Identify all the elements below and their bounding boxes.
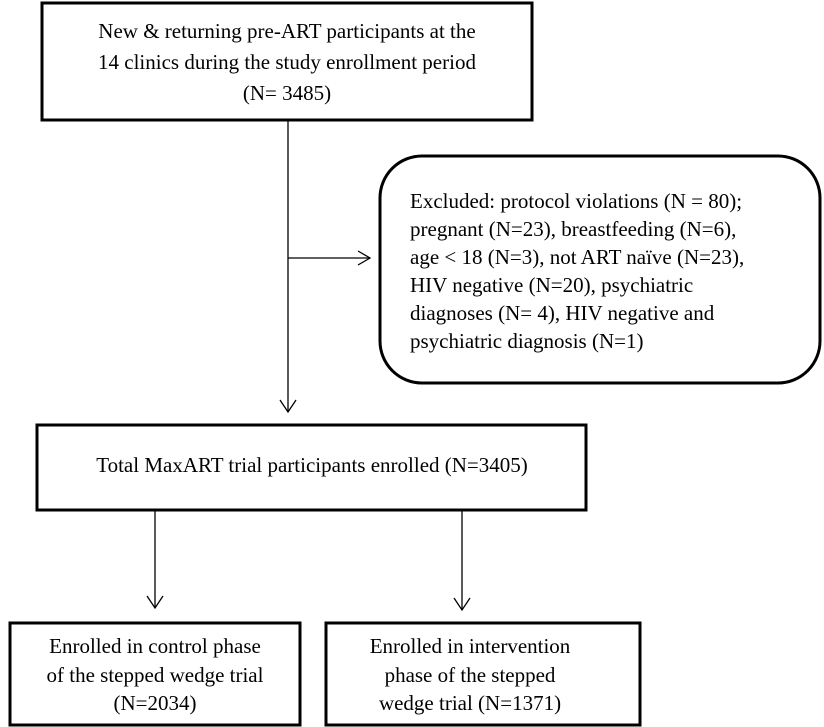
node-text: Enrolled in control phase [49,634,261,658]
node-text: (N= 3485) [243,81,331,105]
node-text: psychiatric diagnosis (N=1) [410,329,643,353]
box-excluded [378,154,822,385]
node-text: (N=2034) [114,691,197,715]
node-text: pregnant (N=23), breastfeeding (N=6), [410,217,736,241]
node-text: Excluded: protocol violations (N = 80); [410,189,742,213]
box-screened [40,1,534,122]
node-text: 14 clinics during the study enrollment p… [98,50,476,74]
node-text: Total MaxART trial participants enrolled… [96,453,528,477]
node-text: age < 18 (N=3), not ART naïve (N=23), [410,245,744,269]
node-text: wedge trial (N=1371) [379,691,561,715]
node-text: Enrolled in intervention [370,634,571,658]
arrowhead [357,250,372,266]
node-text: diagnoses (N= 4), HIV negative and [410,301,715,325]
node-text: phase of the stepped [385,663,556,687]
arrowhead [279,399,297,414]
box-control [8,621,302,727]
arrowhead [146,595,164,610]
node-text: of the stepped wedge trial [47,663,264,687]
box-enrolled [35,423,588,512]
box-intervention [324,621,642,727]
arrowhead [453,597,471,612]
node-text: HIV negative (N=20), psychiatric [410,273,693,297]
node-text: New & returning pre-ART participants at … [98,19,475,43]
